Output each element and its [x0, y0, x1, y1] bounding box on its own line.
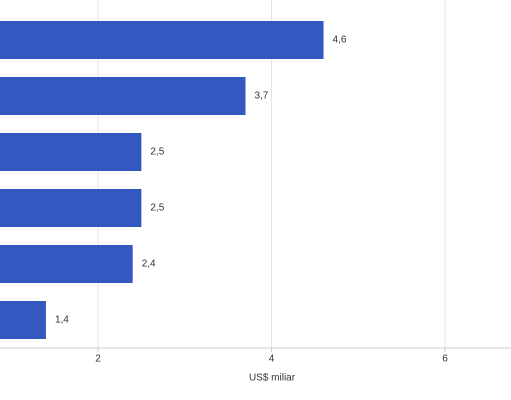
x-tick-label: 6 [442, 354, 448, 365]
value-label: 1,4 [55, 315, 69, 326]
x-tick-label: 2 [95, 354, 101, 365]
value-label: 3,7 [254, 91, 268, 102]
bar [0, 77, 246, 115]
bar [0, 189, 142, 227]
value-label: 2,5 [150, 203, 164, 214]
value-label: 4,6 [333, 35, 347, 46]
bar [0, 133, 142, 171]
bar [0, 301, 46, 339]
value-label: 2,5 [150, 147, 164, 158]
bar [0, 245, 133, 283]
x-tick-label: 4 [269, 354, 275, 365]
bar [0, 21, 324, 59]
x-axis-title: US$ miliar [249, 373, 296, 384]
value-label: 2,4 [142, 259, 156, 270]
